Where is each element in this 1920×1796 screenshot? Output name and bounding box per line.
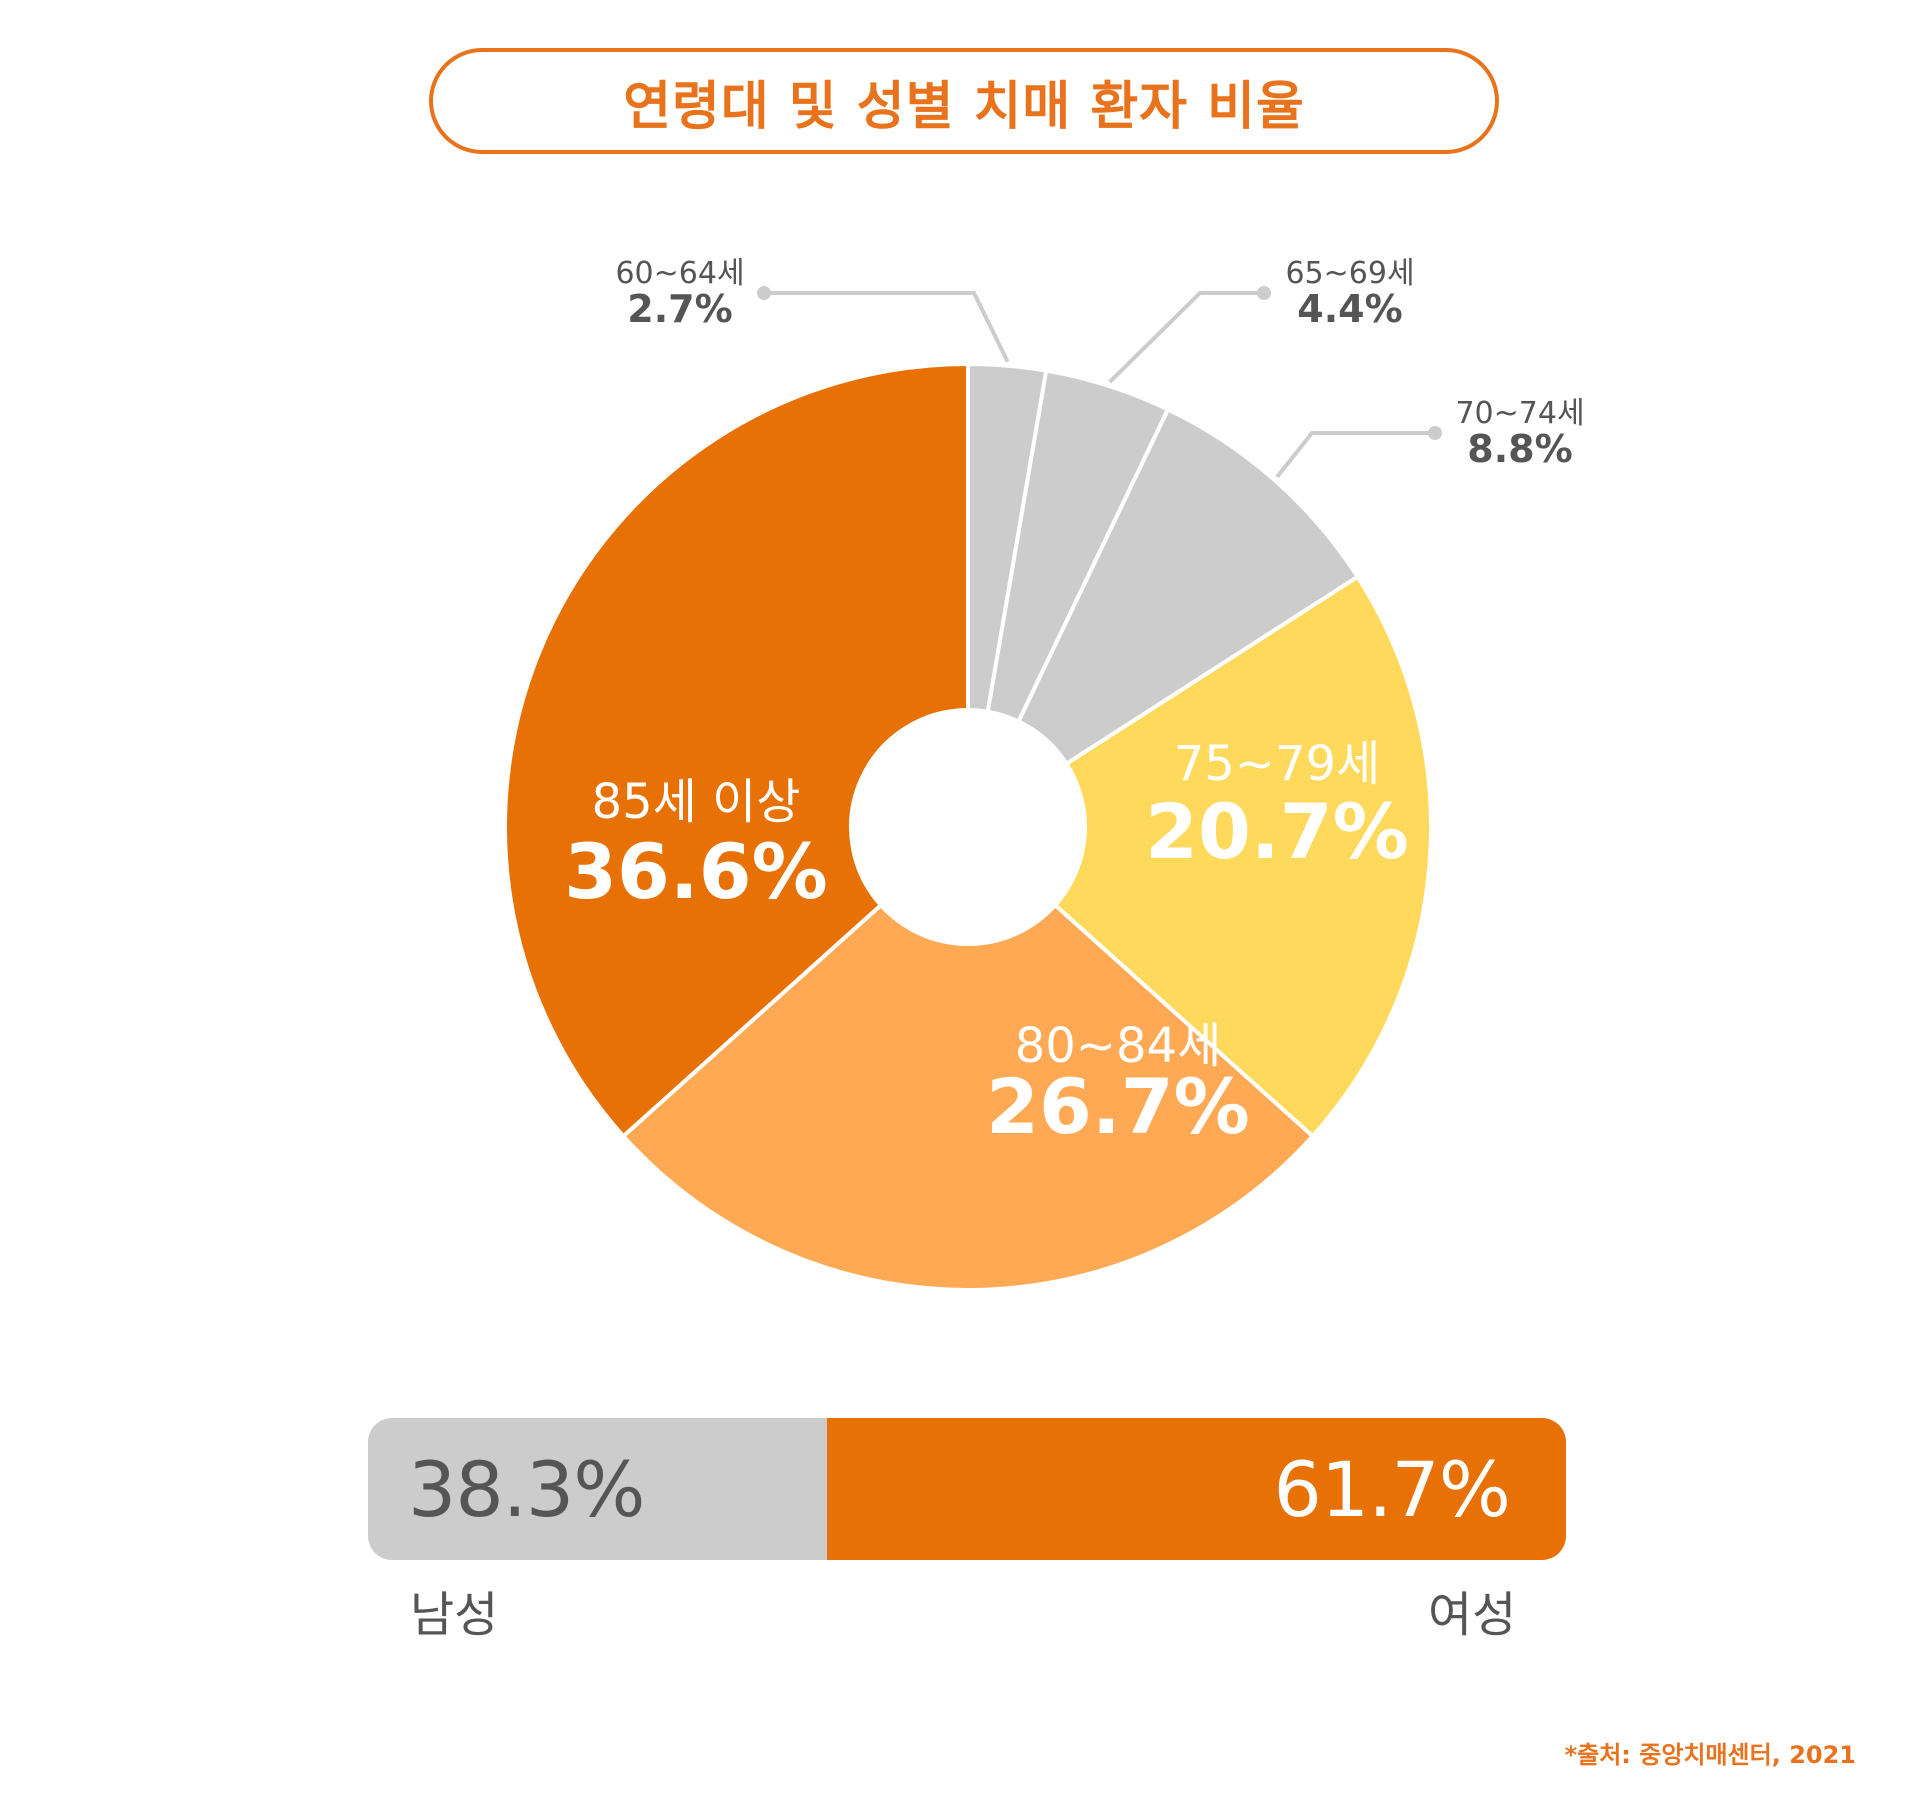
gender-bar-female: 61.7%	[826, 1418, 1566, 1560]
donut-slice-5	[620, 902, 1316, 1293]
value-label-2: 4.4%	[1297, 287, 1402, 331]
donut-slice-6	[502, 361, 970, 1139]
female-label: 여성	[1428, 1587, 1517, 1643]
leader-line-1	[764, 291, 1010, 363]
female-value-label: 61.7%	[1273, 1444, 1511, 1534]
donut-slice-4	[1052, 574, 1433, 1139]
category-label-6: 85세 이상	[592, 774, 801, 830]
category-label-4: 75~79세	[1174, 736, 1381, 792]
value-label-3: 8.8%	[1467, 427, 1572, 471]
leader-line-3	[1275, 431, 1435, 479]
male-value-label: 38.3%	[408, 1444, 645, 1534]
category-label-3: 70~74세	[1455, 396, 1584, 431]
gender-bar-male: 38.3%	[368, 1418, 827, 1560]
source-note: *출처: 중앙치매센터, 2021	[1564, 1741, 1856, 1769]
value-label-4: 20.7%	[1145, 787, 1409, 876]
leader-dot-2	[1257, 286, 1271, 300]
value-label-6: 36.6%	[564, 827, 828, 916]
leader-line-2	[1108, 291, 1264, 384]
leader-dot-3	[1428, 426, 1442, 440]
gender-ratio-bar: 38.3% 61.7%	[368, 1418, 1566, 1560]
value-label-5: 26.7%	[986, 1062, 1250, 1151]
value-label-1: 2.7%	[627, 287, 732, 331]
donut-slice-3	[1015, 406, 1361, 767]
category-label-2: 65~69세	[1285, 256, 1414, 291]
chart-title-box: 연령대 및 성별 치매 환자 비율	[429, 48, 1499, 154]
category-label-1: 60~64세	[615, 256, 744, 291]
leader-dot-1	[757, 286, 771, 300]
chart-title: 연령대 및 성별 치매 환자 비율	[623, 76, 1305, 137]
male-label: 남성	[410, 1587, 499, 1643]
category-label-5: 80~84세	[1015, 1018, 1222, 1074]
